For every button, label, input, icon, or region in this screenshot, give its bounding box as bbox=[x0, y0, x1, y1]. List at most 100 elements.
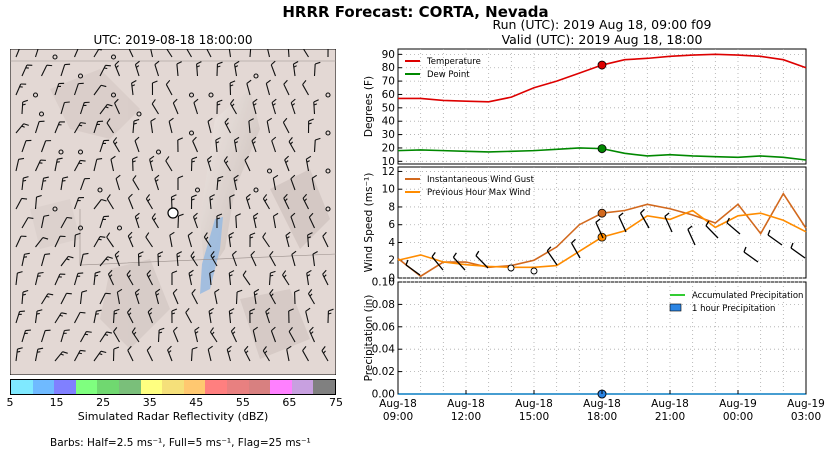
wind-barb bbox=[21, 252, 30, 267]
wind-barb bbox=[35, 237, 49, 248]
wind-barb bbox=[132, 175, 140, 191]
wind-barb bbox=[74, 349, 86, 362]
wind-barb bbox=[93, 157, 103, 172]
wind-barb bbox=[271, 98, 277, 115]
barb-legend-note: Barbs: Half=2.5 ms⁻¹, Full=5 ms⁻¹, Flag=… bbox=[50, 437, 311, 449]
wind-barb bbox=[41, 64, 53, 77]
wind-barb bbox=[194, 326, 200, 343]
wind-barb bbox=[146, 269, 153, 286]
wind-barb bbox=[151, 99, 159, 115]
colorbar-swatch bbox=[205, 380, 227, 394]
calm-wind-marker bbox=[325, 168, 331, 174]
x-tick-date: Aug-18 bbox=[379, 398, 417, 410]
calm-wind-marker bbox=[77, 149, 84, 155]
wind-barb bbox=[249, 49, 252, 58]
wind-barb bbox=[192, 136, 199, 153]
chart-panel-3: 0.00 0.02 0.04 0.06 0.08 0.10 Precipitation (i… bbox=[363, 277, 807, 401]
wind-barb bbox=[705, 220, 719, 239]
wind-barb bbox=[157, 327, 165, 343]
wind-barb bbox=[171, 308, 178, 324]
wind-barb bbox=[34, 194, 42, 210]
calm-wind-marker bbox=[253, 73, 259, 79]
wind-barb bbox=[60, 176, 69, 191]
wind-barb bbox=[73, 82, 84, 96]
wind-barb bbox=[110, 155, 116, 172]
wind-barb bbox=[21, 289, 29, 305]
wind-barb bbox=[292, 60, 299, 77]
x-tick-time: 21:00 bbox=[655, 411, 685, 423]
colorbar-swatch bbox=[140, 380, 163, 394]
y-tick-label: 0.10 bbox=[372, 277, 395, 289]
wind-barb bbox=[313, 137, 321, 153]
legend-label: Instantaneous Wind Gust bbox=[427, 175, 535, 185]
station-wind-barbs bbox=[405, 208, 806, 276]
wind-barb bbox=[21, 329, 31, 343]
colorbar-tick-label: 55 bbox=[235, 396, 250, 409]
wind-barb bbox=[192, 212, 199, 229]
wind-barb bbox=[191, 288, 198, 305]
wind-barb bbox=[327, 308, 334, 324]
wind-barb bbox=[127, 49, 134, 58]
wind-barb bbox=[21, 64, 33, 77]
y-tick-label: 12 bbox=[382, 166, 395, 178]
calm-wind-marker bbox=[77, 225, 84, 231]
y-tick-label: 90 bbox=[382, 49, 395, 61]
y-tick-label: 0.06 bbox=[372, 321, 396, 333]
valid-time-marker bbox=[597, 60, 607, 70]
wind-barb bbox=[134, 288, 140, 305]
colorbar-swatch bbox=[11, 380, 33, 394]
wind-barb bbox=[287, 49, 290, 58]
wind-barb bbox=[99, 331, 112, 343]
terrain-relief bbox=[30, 69, 330, 359]
wind-barb bbox=[249, 308, 256, 324]
wind-barb bbox=[54, 273, 66, 286]
calm-wind-marker bbox=[77, 73, 84, 79]
x-tick-time: 18:00 bbox=[587, 411, 617, 423]
y-tick-label: 0.08 bbox=[372, 299, 395, 311]
y-tick-label: 70 bbox=[382, 76, 395, 88]
calm-wind-marker bbox=[188, 130, 195, 136]
wind-barb bbox=[271, 136, 277, 153]
wind-barb bbox=[149, 49, 154, 58]
wind-barb bbox=[206, 155, 213, 172]
wind-barb bbox=[35, 159, 46, 172]
colorbar-tick-label: 25 bbox=[96, 396, 111, 409]
x-tick-date: Aug-18 bbox=[515, 398, 553, 410]
wind-barb bbox=[309, 326, 316, 343]
wind-barb bbox=[284, 155, 290, 172]
wind-barb bbox=[93, 350, 107, 362]
wind-barb bbox=[595, 218, 604, 239]
calm-wind-marker bbox=[188, 92, 195, 98]
wind-barb bbox=[73, 49, 82, 58]
wind-barb bbox=[301, 49, 309, 58]
wind-barb bbox=[172, 326, 179, 343]
wind-barb bbox=[15, 197, 28, 210]
wind-barb bbox=[112, 346, 120, 362]
wind-barb bbox=[132, 118, 140, 134]
y-axis-label: Precipitation (in) bbox=[363, 295, 375, 382]
wind-barb bbox=[288, 326, 296, 343]
colorbar-swatch bbox=[183, 380, 206, 394]
wind-barb bbox=[229, 80, 236, 96]
wind-barb bbox=[134, 212, 140, 229]
wind-barb bbox=[687, 225, 696, 246]
wind-barb bbox=[228, 270, 235, 286]
wind-barb bbox=[209, 327, 218, 343]
wind-barb bbox=[145, 194, 153, 210]
wind-barb bbox=[99, 292, 111, 305]
wind-barb bbox=[165, 79, 173, 96]
calm-wind-marker bbox=[253, 187, 259, 193]
wind-barb bbox=[233, 136, 240, 153]
wind-barb bbox=[209, 194, 215, 210]
wind-barb bbox=[270, 326, 277, 343]
wind-barb bbox=[266, 117, 273, 134]
wind-barb bbox=[131, 327, 140, 343]
wind-barb bbox=[54, 235, 66, 248]
wind-barb bbox=[40, 214, 50, 229]
wind-barb bbox=[311, 174, 317, 191]
wind-barb bbox=[302, 346, 309, 362]
wind-barb bbox=[246, 79, 252, 96]
wind-barb bbox=[290, 174, 296, 191]
calm-wind-marker bbox=[97, 187, 103, 193]
wind-barb bbox=[93, 84, 107, 96]
